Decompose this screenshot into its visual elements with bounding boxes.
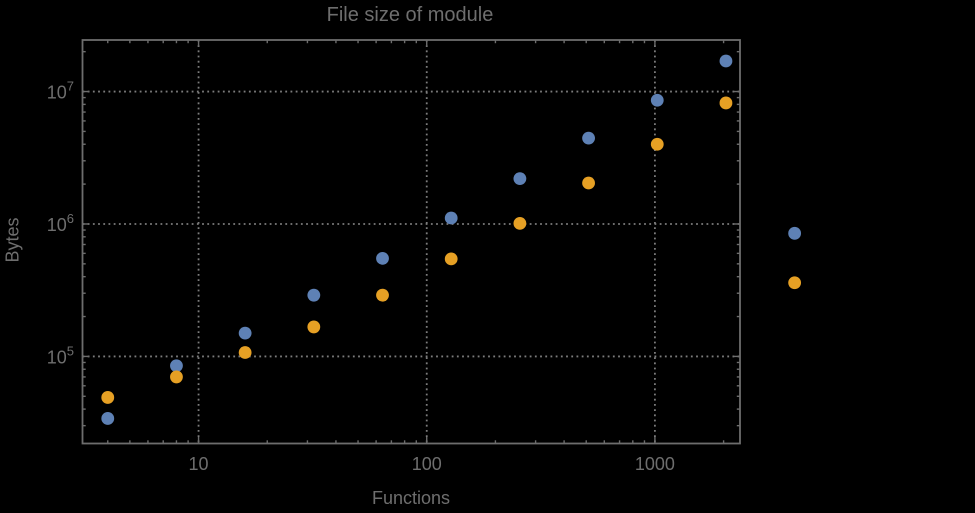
data-point-series-orange [238, 346, 252, 359]
data-point-series-orange [101, 391, 115, 404]
data-point-series-orange [307, 320, 321, 334]
data-point-series-blue [307, 288, 321, 302]
data-point-series-orange [444, 252, 458, 266]
data-point-series-orange [582, 176, 595, 190]
data-point-series-blue [788, 226, 802, 240]
y-tick-label: 105 [47, 343, 74, 367]
data-point-series-blue [101, 412, 115, 425]
data-point-series-orange [650, 137, 664, 151]
data-point-series-blue [719, 54, 733, 68]
data-point-series-orange [376, 288, 389, 302]
data-point-series-orange [788, 276, 802, 290]
y-tick-label: 106 [47, 211, 74, 235]
data-point-series-blue [170, 359, 183, 373]
y-tick-label: 107 [47, 79, 74, 103]
x-tick-label: 100 [412, 454, 442, 474]
x-tick-label: 1000 [635, 454, 675, 474]
data-point-series-blue [582, 131, 595, 145]
data-point-series-blue [238, 326, 252, 340]
data-point-series-orange [719, 96, 733, 110]
data-point-series-orange [170, 370, 183, 384]
x-tick-label: 10 [189, 454, 209, 474]
data-point-series-blue [444, 211, 458, 225]
data-point-series-blue [650, 93, 664, 107]
plot-frame [81, 39, 741, 445]
data-point-series-orange [513, 217, 527, 230]
plot-title: File size of module [326, 4, 494, 26]
data-point-series-blue [513, 172, 527, 186]
data-point-series-blue [376, 251, 389, 265]
x-axis-label: Functions [371, 488, 451, 508]
